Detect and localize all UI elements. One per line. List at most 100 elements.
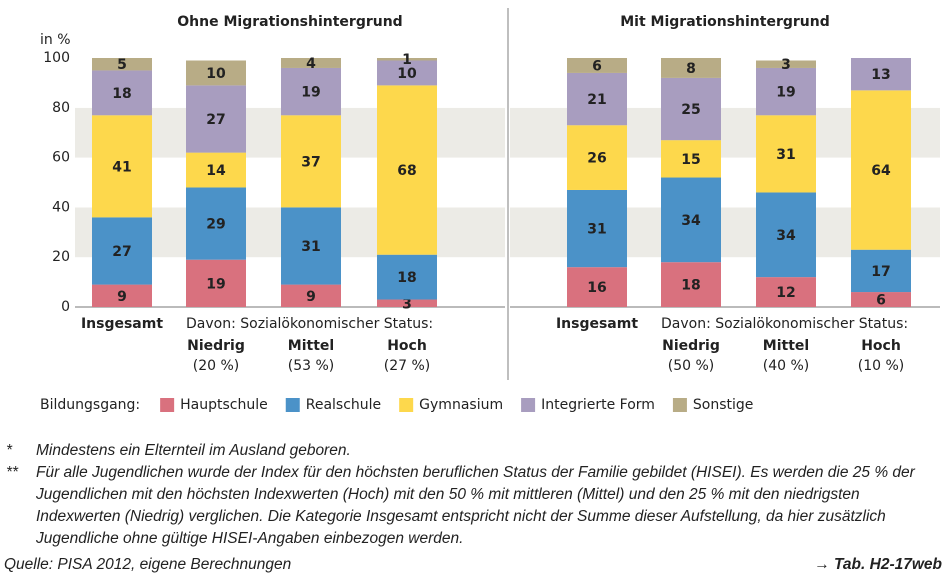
category-label: Niedrig	[187, 338, 245, 354]
legend-label: Hauptschule	[180, 397, 268, 413]
value-label: 25	[681, 102, 700, 118]
y-tick-label: 40	[52, 199, 70, 215]
legend-swatch	[160, 398, 175, 412]
value-label: 26	[587, 151, 606, 167]
value-label: 13	[871, 67, 890, 83]
legend-title: Bildungsgang:	[40, 397, 140, 413]
bar-segment	[281, 67, 341, 116]
value-label: 16	[587, 280, 606, 296]
legend-swatch	[399, 398, 414, 412]
y-tick-label: 60	[52, 150, 70, 166]
value-label: 10	[397, 66, 417, 82]
value-label: 21	[587, 92, 606, 108]
category-label: Hoch	[861, 338, 901, 354]
bar-segment	[567, 125, 627, 190]
value-label: 31	[301, 239, 320, 255]
bar-segment	[186, 259, 246, 307]
bar-segment	[377, 58, 437, 61]
legend-label: Realschule	[306, 397, 381, 413]
value-label: 64	[871, 163, 891, 179]
bar-segment	[92, 58, 152, 71]
legend-label: Gymnasium	[419, 397, 503, 413]
legend-swatch	[521, 398, 536, 412]
group-label: Davon: Sozialökonomischer Status:	[661, 316, 908, 332]
value-label: 8	[686, 61, 696, 77]
bar-segment	[756, 192, 816, 278]
category-note: (20 %)	[193, 358, 240, 374]
bar-segment	[851, 90, 911, 250]
y-tick-label: 20	[52, 249, 70, 265]
bar-segment	[92, 115, 152, 218]
bar-segment	[661, 58, 721, 78]
bar-segment	[92, 70, 152, 116]
y-tick-label: 0	[61, 299, 70, 315]
value-label: 34	[681, 213, 701, 229]
note-text: Mindestens ein Elternteil im Ausland geb…	[36, 442, 351, 459]
bar-segment	[186, 85, 246, 153]
value-label: 27	[206, 112, 225, 128]
legend-label: Integrierte Form	[541, 397, 655, 413]
category-note: (53 %)	[288, 358, 335, 374]
bar-segment	[281, 58, 341, 68]
bar-segment	[186, 60, 246, 86]
category-label: Niedrig	[662, 338, 720, 354]
category-note: (27 %)	[384, 358, 431, 374]
value-label: 4	[306, 56, 316, 72]
value-label: 31	[587, 222, 606, 238]
y-tick-label: 100	[43, 50, 70, 66]
legend-swatch	[672, 398, 687, 412]
bar-segment	[281, 115, 341, 208]
value-label: 12	[776, 285, 795, 301]
category-label: Mittel	[763, 338, 809, 354]
bar-segment	[377, 254, 437, 300]
value-label: 17	[871, 264, 890, 280]
value-label: 9	[306, 289, 316, 305]
value-label: 19	[301, 85, 320, 101]
chart-title: Mit Migrationshintergrund	[620, 14, 830, 30]
category-note: (10 %)	[858, 358, 905, 374]
bar-segment	[756, 67, 816, 116]
note: ** Für alle Jugendlichen wurde der Index …	[0, 462, 936, 550]
value-label: 9	[117, 289, 127, 305]
bar-segment	[377, 299, 437, 307]
bar-segment	[851, 58, 911, 91]
value-label: 27	[112, 244, 131, 260]
bar-segment	[661, 262, 721, 307]
bar-segment	[281, 284, 341, 307]
value-label: 15	[681, 152, 700, 168]
bar-segment	[661, 177, 721, 263]
value-label: 29	[206, 217, 225, 233]
note: * Mindestens ein Elternteil im Ausland ge…	[0, 440, 936, 462]
y-tick-label: 80	[52, 100, 70, 116]
chart: Ohne Migrationshintergrund in % 0 20 40 60 80 1…	[40, 8, 940, 413]
value-label: 18	[397, 270, 416, 286]
value-label: 3	[781, 57, 791, 73]
value-label: 10	[206, 66, 226, 82]
group-label: Davon: Sozialökonomischer Status:	[186, 316, 433, 332]
chart-title: Ohne Migrationshintergrund	[177, 14, 402, 30]
value-label: 31	[776, 147, 795, 163]
value-label: 19	[206, 276, 225, 292]
value-label: 41	[112, 159, 131, 175]
bar-segment	[567, 267, 627, 307]
value-label: 3	[402, 296, 412, 312]
bar-segment	[756, 277, 816, 307]
category-note: (40 %)	[763, 358, 810, 374]
bar-segment	[851, 249, 911, 293]
source: Quelle: PISA 2012, eigene Berechnungen	[4, 556, 292, 573]
footer: Quelle: PISA 2012, eigene Berechnungen →…	[4, 556, 942, 574]
note-marker: *	[6, 442, 13, 459]
note-text: Für alle Jugendlichen wurde der Index fü…	[36, 464, 915, 547]
bar-segment	[567, 72, 627, 126]
category-label: Insgesamt	[556, 316, 638, 332]
value-label: 34	[776, 228, 796, 244]
value-label: 37	[301, 154, 320, 170]
reference: → Tab. H2-17web	[814, 556, 942, 573]
value-label: 68	[397, 163, 416, 179]
bar-segment	[756, 115, 816, 193]
bar-segment	[186, 187, 246, 260]
category-label: Insgesamt	[81, 316, 163, 332]
bar-segment	[281, 207, 341, 285]
bar-segment	[92, 217, 152, 285]
